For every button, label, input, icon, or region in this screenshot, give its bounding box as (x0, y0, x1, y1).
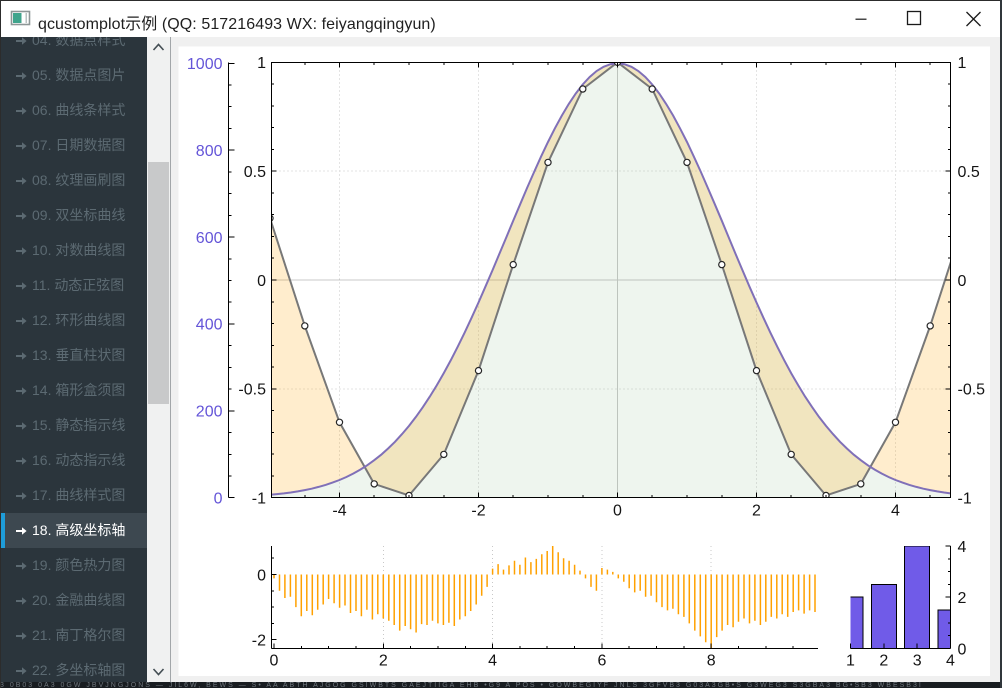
svg-text:-1: -1 (252, 491, 266, 508)
svg-text:800: 800 (196, 143, 223, 160)
svg-text:-0.5: -0.5 (958, 382, 986, 399)
svg-text:2: 2 (379, 653, 388, 670)
svg-text:-4: -4 (332, 503, 346, 520)
svg-text:-1: -1 (958, 491, 972, 508)
svg-text:0.5: 0.5 (244, 164, 266, 181)
svg-text:4: 4 (958, 539, 967, 556)
svg-text:0.5: 0.5 (958, 164, 980, 181)
svg-text:2: 2 (879, 653, 888, 670)
svg-text:1: 1 (257, 55, 266, 72)
svg-text:2: 2 (958, 590, 967, 607)
svg-text:600: 600 (196, 230, 223, 247)
svg-text:-2: -2 (252, 633, 266, 650)
svg-text:8: 8 (707, 653, 716, 670)
svg-text:400: 400 (196, 317, 223, 334)
svg-text:0: 0 (958, 641, 967, 658)
svg-text:0: 0 (613, 503, 622, 520)
svg-text:1: 1 (958, 55, 967, 72)
svg-text:4: 4 (946, 653, 955, 670)
svg-text:2: 2 (752, 503, 761, 520)
svg-text:6: 6 (597, 653, 606, 670)
svg-text:1000: 1000 (187, 56, 223, 73)
svg-text:0: 0 (214, 491, 223, 508)
svg-text:0: 0 (257, 273, 266, 290)
svg-text:-2: -2 (471, 503, 485, 520)
svg-text:3: 3 (913, 653, 922, 670)
svg-text:4: 4 (488, 653, 497, 670)
svg-text:200: 200 (196, 404, 223, 421)
svg-text:0: 0 (958, 273, 967, 290)
svg-text:1: 1 (846, 653, 855, 670)
svg-text:4: 4 (891, 503, 900, 520)
svg-text:-0.5: -0.5 (238, 382, 266, 399)
svg-text:0: 0 (270, 653, 279, 670)
svg-text:0: 0 (257, 567, 266, 584)
